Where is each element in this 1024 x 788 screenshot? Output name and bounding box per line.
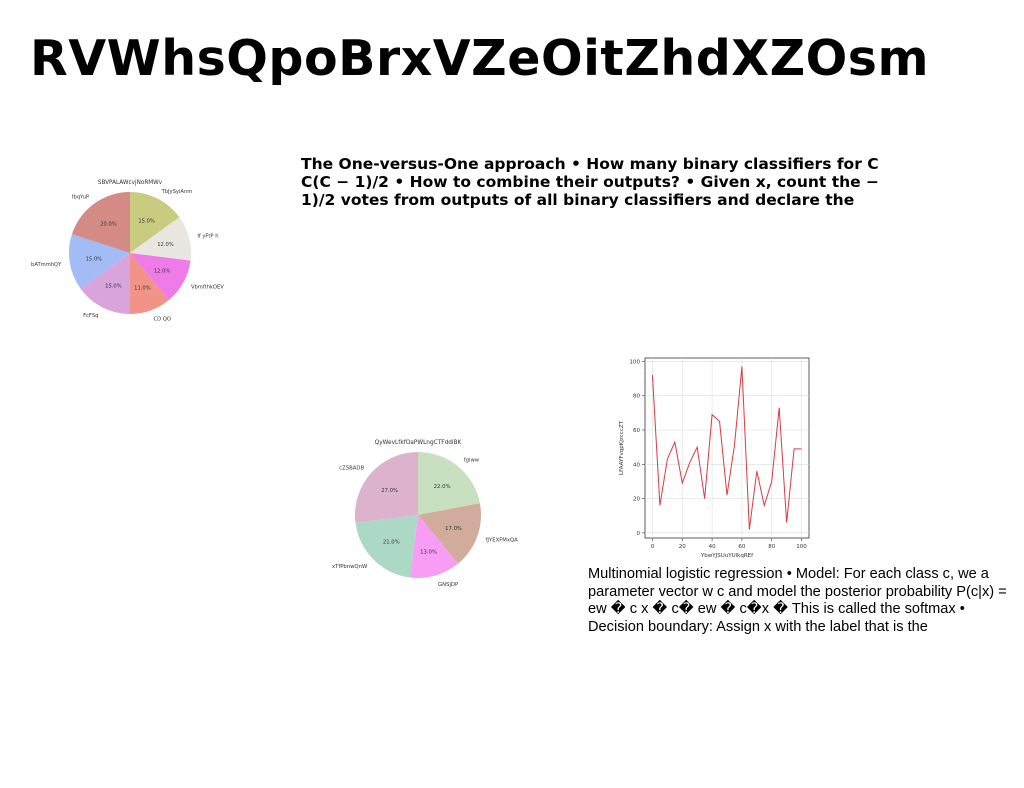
pie-category-label: VbmfthkOEV [191,285,224,291]
y-tick-label: 40 [633,462,640,468]
pie-percent-label: 15.0% [86,257,103,263]
pie-category-label: GNSjDP [438,582,459,588]
y-tick-label: 0 [637,531,641,537]
pie-slice [355,515,418,578]
series-line [651,366,802,530]
pie-slice [130,192,180,253]
pie-category-label: cZSBADB [339,466,364,472]
pie-category-label: fbqYuP [72,195,89,201]
pie-percent-label: 15.0% [138,218,155,224]
pie-slice [80,253,130,314]
x-tick-label: 100 [796,544,807,550]
pie-percent-label: 15.0% [105,284,122,290]
pie-percent-label: 20.0% [100,221,117,227]
ovo-text-block: The One-versus-One approach • How many b… [301,155,880,209]
pie-slice [410,515,459,578]
x-tick-label: 0 [651,544,655,550]
pie-percent-label: 13.0% [420,549,437,555]
pie-percent-label: 12.0% [154,269,171,275]
x-axis-label: YbwYJSUuYUlkqREf [700,553,754,559]
pie-slice [130,253,191,301]
pie-percent-label: 22.0% [434,484,451,490]
y-tick-label: 100 [630,359,641,365]
y-tick-label: 20 [633,497,640,503]
pie-slice [71,192,130,253]
pie-percent-label: 11.0% [134,285,151,291]
pie-chart-2: QyWevLfkfOaPWLngCTFddiBK 22.0% fgiww 17.0% f… [332,440,519,588]
pie-category-label: If yFtP h [197,234,218,240]
pie-slice [69,234,130,289]
line-chart: 0 20 40 60 80 100 0 20 40 60 80 100 YbwYJSUuYUlkqREf… [619,357,810,559]
pie-category-label: bATmmhQY [31,262,62,268]
plot-frame [644,357,810,539]
y-axis-label: LFAAYFvqpKjzcccZT [619,420,625,475]
x-tick-label: 60 [738,544,745,550]
pie-percent-label: 12.0% [157,242,174,248]
pie-percent-label: 27.0% [381,488,398,494]
pie-category-label: TbJySyiAnm [161,189,193,195]
pie-slice [130,217,191,261]
pie-slice [418,452,480,515]
page-title: RVWhsQpoBrxVZeOitZhdXZOsm [30,30,929,87]
pie-category-label: FcFSq [83,313,98,319]
pie-category-label: fJYEXFMxQA [486,537,519,543]
pie-slice [355,452,418,523]
y-tick-label: 60 [633,428,640,434]
pie-percent-label: 17.0% [445,526,462,532]
pie-slice [418,503,481,564]
pie-percent-label: 21.0% [383,540,400,546]
x-tick-label: 20 [679,544,686,550]
x-tick-label: 40 [709,544,716,550]
softmax-text-block: Multinomial logistic regression • Model:… [588,566,1007,635]
pie-category-label: fgiww [464,458,480,464]
pie-slice [130,253,169,314]
pie-category-label: CD QO [154,316,171,322]
pie-chart-1: SBVPALAWcvjNoRMWv 15.0% TbJySyiAnm 12.0% If … [31,180,224,322]
pie-title: SBVPALAWcvjNoRMWv [98,180,163,186]
x-tick-label: 80 [768,544,775,550]
pie-category-label: xTfPbnwQnW [332,564,368,570]
pie-title: QyWevLfkfOaPWLngCTFddiBK [375,440,462,446]
y-tick-label: 80 [633,394,640,400]
